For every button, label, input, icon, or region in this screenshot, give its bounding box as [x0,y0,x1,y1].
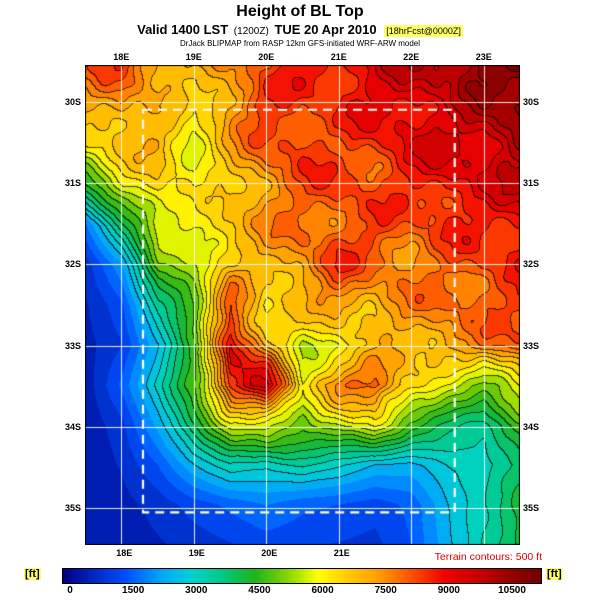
axis-label-top: 22E [403,52,420,62]
colorbar-tick: 4500 [248,585,271,596]
colorbar-tick: 7500 [374,585,397,596]
axis-label-bottom: 21E [333,548,350,558]
axis-label-right: 31S [523,177,540,188]
axis-label-right: 33S [523,340,540,351]
axis-label-left: 33S [64,340,81,351]
colorbar-gradient [62,568,542,584]
axis-label-bottom: 18E [116,548,133,558]
valid-zulu: (1200Z) [233,26,269,37]
valid-date: TUE 20 Apr 2010 [274,22,377,37]
terrain-note: Terrain contours: 500 ft [434,551,542,563]
axis-label-top: 20E [258,52,275,62]
colorbar-tick: 9000 [437,585,460,596]
valid-time: Valid 1400 LST [137,22,229,37]
axis-label-right: 35S [523,503,540,514]
forecast-tag: [18hrFcst@0000Z] [384,25,463,37]
colorbar-tick: 3000 [185,585,208,596]
colorbar-tick: 10500 [498,585,526,596]
model-line: DrJack BLIPMAP from RASP 12km GFS-initia… [179,39,421,48]
axis-label-right: 32S [523,259,540,270]
field-canvas [85,65,520,545]
map-plot [85,65,520,545]
colorbar-tick: 6000 [311,585,334,596]
axis-label-top: 19E [185,52,202,62]
axis-label-top: 18E [113,52,130,62]
colorbar-unit-right: [ft] [546,568,563,580]
axis-label-bottom: 19E [188,548,205,558]
axis-label-bottom: 20E [261,548,278,558]
axis-label-left: 30S [64,96,81,107]
axis-label-right: 30S [523,96,540,107]
axis-label-left: 31S [64,177,81,188]
axis-label-top: 21E [330,52,347,62]
colorbar-tick: 1500 [122,585,145,596]
valid-line: Valid 1400 LST (1200Z) TUE 20 Apr 2010 [… [0,22,600,37]
axis-label-right: 34S [523,422,540,433]
axis-label-top: 23E [475,52,492,62]
axis-label-left: 32S [64,259,81,270]
axis-label-left: 34S [64,422,81,433]
colorbar-unit-left: [ft] [24,568,41,580]
plot-title: Height of BL Top [236,3,364,20]
colorbar-tick: 0 [67,585,73,596]
axis-label-left: 35S [64,503,81,514]
